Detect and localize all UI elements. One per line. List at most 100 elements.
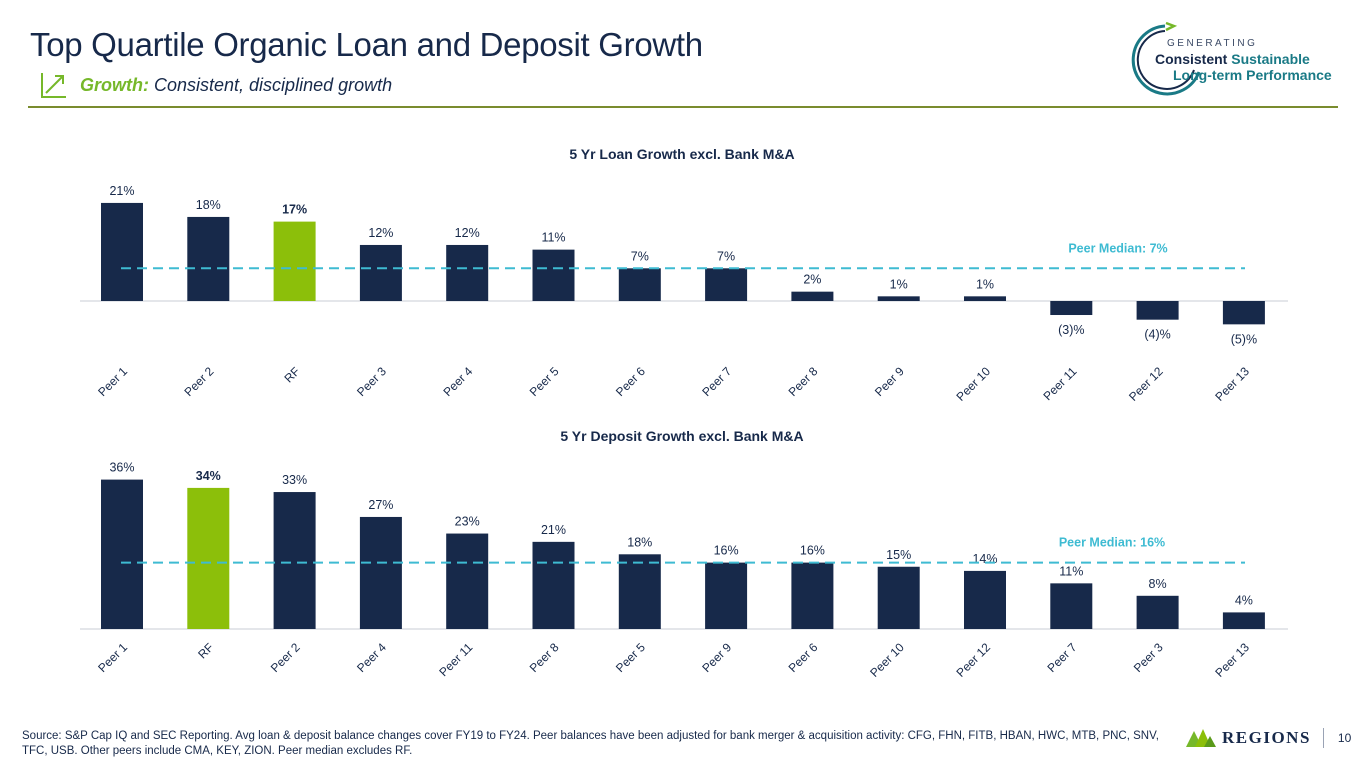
bar-peer-3 <box>1136 595 1179 629</box>
bar-peer-11 <box>1050 301 1093 316</box>
category-label: Peer 7 <box>699 364 734 399</box>
bar-rf <box>187 487 230 629</box>
bar-peer-10 <box>964 296 1006 301</box>
bar-peer-12 <box>1136 301 1179 320</box>
data-label: (5)% <box>1231 332 1257 346</box>
data-label: 15% <box>886 548 911 562</box>
bar-peer-13 <box>1222 612 1265 629</box>
category-label: Peer 13 <box>1212 640 1252 680</box>
bar-rf <box>273 221 316 301</box>
logo-line-long-term: Long-term Performance <box>1173 67 1332 83</box>
tagline-logo: GENERATING Consistent Sustainable Long-t… <box>1125 18 1350 98</box>
data-label: 4% <box>1235 593 1253 607</box>
chart-title: 5 Yr Loan Growth excl. Bank M&A <box>569 146 794 162</box>
logo-line-consistent: Consistent Sustainable <box>1155 51 1310 67</box>
bar-peer-9 <box>705 562 748 629</box>
bar-peer-12 <box>964 570 1006 629</box>
category-label: Peer 6 <box>786 640 821 675</box>
category-label: Peer 5 <box>527 364 562 399</box>
bar-peer-9 <box>877 296 920 301</box>
deposit-growth-chart: 5 Yr Deposit Growth excl. Bank M&A 36% Pee… <box>80 428 1288 680</box>
bar-peer-7 <box>1050 583 1093 629</box>
source-footnote: Source: S&P Cap IQ and SEC Reporting. Av… <box>22 730 1159 757</box>
data-label: 33% <box>282 473 307 487</box>
bar-peer-5 <box>618 554 661 629</box>
category-label: Peer 12 <box>1126 364 1166 404</box>
data-label: 11% <box>541 231 565 245</box>
category-label: Peer 12 <box>954 640 994 680</box>
loan-growth-chart: 5 Yr Loan Growth excl. Bank M&A 21% Peer 1… <box>80 146 1288 404</box>
data-label: 8% <box>1149 577 1167 591</box>
footer-separator <box>1322 728 1324 748</box>
data-label: 36% <box>109 461 134 475</box>
category-label: Peer 8 <box>527 640 562 675</box>
category-label: Peer 8 <box>786 364 821 399</box>
data-label: 18% <box>627 535 652 549</box>
regions-logo: REGIONS 10 <box>1186 728 1351 748</box>
data-label: (3)% <box>1058 323 1084 337</box>
bar-peer-11 <box>446 533 489 629</box>
data-label: 11% <box>1059 564 1083 578</box>
logo-line-generating: GENERATING <box>1167 38 1258 49</box>
bar-peer-1 <box>101 202 143 301</box>
category-label: Peer 4 <box>354 640 389 675</box>
category-label: Peer 10 <box>954 364 994 404</box>
category-label: Peer 5 <box>613 640 648 675</box>
category-label: Peer 2 <box>268 640 303 675</box>
category-label: Peer 7 <box>1045 640 1080 675</box>
page-title: Top Quartile Organic Loan and Deposit Gr… <box>30 26 703 63</box>
bar-peer-4 <box>446 244 489 301</box>
data-label: 12% <box>455 226 480 240</box>
data-label: 7% <box>717 249 735 263</box>
chart-title: 5 Yr Deposit Growth excl. Bank M&A <box>560 428 803 444</box>
subtitle: Growth: Consistent, disciplined growth <box>40 71 392 99</box>
data-label: 21% <box>541 523 566 537</box>
data-label: 18% <box>196 198 221 212</box>
bar-peer-4 <box>359 516 402 629</box>
bar-peer-8 <box>791 291 834 301</box>
category-label: RF <box>195 640 216 661</box>
subtitle-text: Consistent, disciplined growth <box>154 74 393 95</box>
logo-word-sustainable: Sustainable <box>1231 51 1310 67</box>
peer-median-label: Peer Median: 16% <box>1059 536 1165 550</box>
category-label: Peer 2 <box>182 364 217 399</box>
data-label: 34% <box>196 469 221 483</box>
bar-peer-8 <box>532 541 575 629</box>
category-label: Peer 11 <box>436 640 475 679</box>
circular-arrow-icon <box>1131 21 1201 96</box>
data-label: (4)% <box>1144 328 1170 342</box>
data-label: 21% <box>109 184 134 198</box>
bar-peer-2 <box>187 216 230 301</box>
data-label: 1% <box>890 277 908 291</box>
category-label: Peer 10 <box>867 640 907 680</box>
data-label: 1% <box>976 277 994 291</box>
subtitle-lead: Growth: <box>80 74 149 95</box>
category-label: Peer 3 <box>354 364 389 399</box>
category-label: Peer 13 <box>1212 364 1252 404</box>
bar-peer-6 <box>791 562 834 629</box>
category-label: Peer 1 <box>95 364 130 399</box>
logo-word-consistent: Consistent <box>1155 51 1228 67</box>
data-label: 7% <box>631 249 649 263</box>
data-label: 27% <box>368 498 393 512</box>
bar-peer-3 <box>359 244 402 301</box>
bar-peer-13 <box>1222 301 1265 325</box>
bar-peer-6 <box>618 268 661 301</box>
data-label: 16% <box>714 544 739 558</box>
category-label: Peer 9 <box>699 640 734 675</box>
bar-peer-2 <box>273 492 316 629</box>
data-label: 17% <box>282 203 307 217</box>
peer-median-label: Peer Median: 7% <box>1068 241 1167 255</box>
category-label: Peer 3 <box>1131 640 1166 675</box>
data-label: 23% <box>455 515 480 529</box>
bar-peer-5 <box>532 249 575 301</box>
category-label: Peer 4 <box>440 364 475 399</box>
category-label: Peer 9 <box>872 364 907 399</box>
regions-wordmark: REGIONS <box>1222 728 1311 747</box>
header-divider <box>28 106 1338 108</box>
data-label: 2% <box>803 273 821 287</box>
trend-up-arrow-icon <box>41 73 66 98</box>
bar-peer-1 <box>101 479 143 629</box>
data-label: 12% <box>368 226 393 240</box>
category-label: RF <box>282 364 303 385</box>
